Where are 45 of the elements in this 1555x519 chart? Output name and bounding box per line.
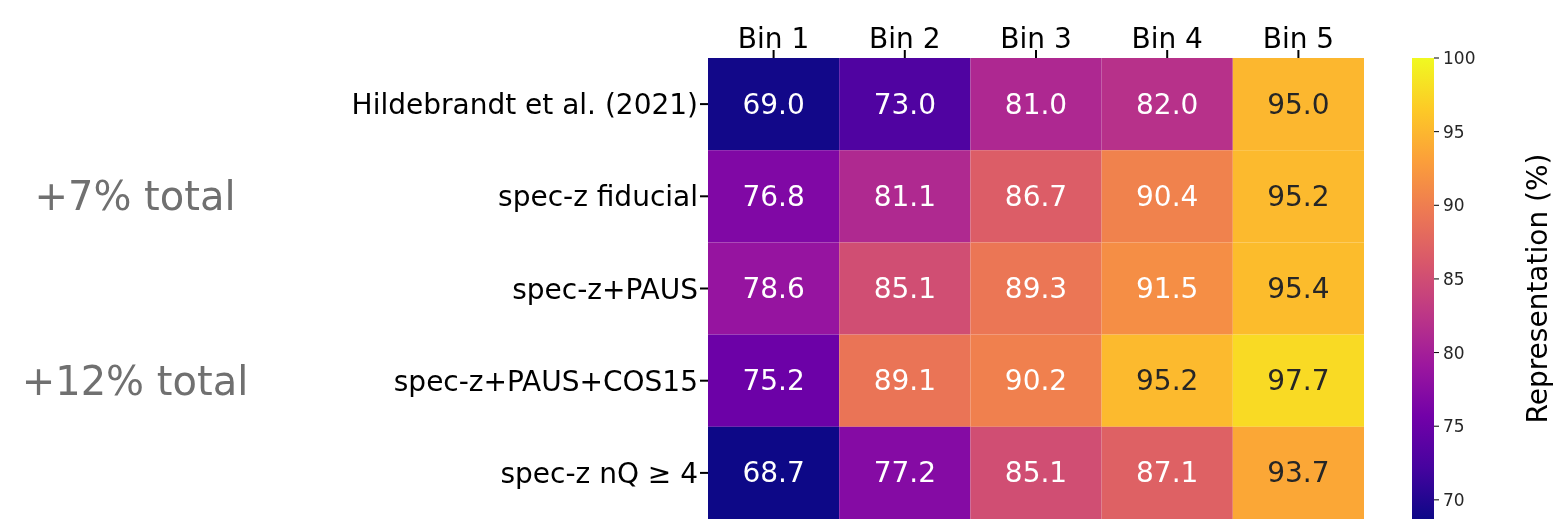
data-label: 89.3 (1004, 272, 1068, 305)
data-label: 82.0 (1136, 87, 1199, 121)
color-bar-label: 75 (1443, 416, 1465, 437)
color-bar-label: 90 (1443, 195, 1465, 216)
data-label: 76.8 (742, 179, 805, 213)
color-bar-label: 95 (1443, 121, 1465, 142)
data-label: 95.2 (1136, 364, 1199, 398)
data-label: 69.0 (742, 87, 805, 121)
y-tick-label: spec-z fiducial (498, 179, 698, 213)
data-label: 85.1 (1004, 456, 1068, 490)
data-label: 95.0 (1267, 87, 1330, 121)
data-label: 86.7 (1004, 179, 1068, 213)
data-label: 81.1 (873, 179, 936, 213)
y-tick-label: spec-z nQ ≥ 4 (500, 456, 698, 490)
x-tick-label: Bin 5 (1262, 22, 1335, 55)
data-label: 95.4 (1267, 272, 1330, 305)
y-tick-label: spec-z+PAUS (512, 272, 698, 305)
data-label: 91.5 (1136, 272, 1199, 305)
data-label: 95.2 (1267, 179, 1330, 213)
text: +7% total (33, 172, 237, 222)
data-label: 85.1 (873, 272, 936, 305)
data-label: 75.2 (742, 364, 805, 398)
data-label: 90.2 (1004, 364, 1068, 398)
x-tick-label: Bin 3 (1000, 22, 1072, 55)
data-label: 77.2 (873, 456, 936, 490)
data-label: 89.1 (873, 364, 936, 398)
data-label: 90.4 (1136, 179, 1199, 213)
data-label: 68.7 (742, 456, 805, 490)
x-tick-label: Bin 2 (869, 22, 941, 55)
data-label: 93.7 (1267, 456, 1330, 490)
data-label: 97.7 (1267, 364, 1330, 398)
data-label: 73.0 (873, 87, 936, 121)
color-bar-title: Representation (%) (1520, 153, 1554, 424)
x-tick-label: Bin 1 (737, 22, 810, 55)
y-tick-label: Hildebrandt et al. (2021) (351, 87, 698, 121)
data-label: 87.1 (1136, 456, 1199, 490)
x-tick-label: Bin 4 (1131, 22, 1203, 55)
data-label: 78.6 (742, 272, 805, 305)
color-bar-label: 80 (1443, 342, 1465, 363)
color-bar-label: 70 (1443, 489, 1465, 510)
color-bar-label: 85 (1443, 268, 1465, 289)
text: +12% total (20, 356, 250, 406)
data-label: 81.0 (1004, 87, 1068, 121)
color-bar-label: 100 (1443, 48, 1476, 68)
y-tick-label: spec-z+PAUS+COS15 (393, 364, 698, 398)
